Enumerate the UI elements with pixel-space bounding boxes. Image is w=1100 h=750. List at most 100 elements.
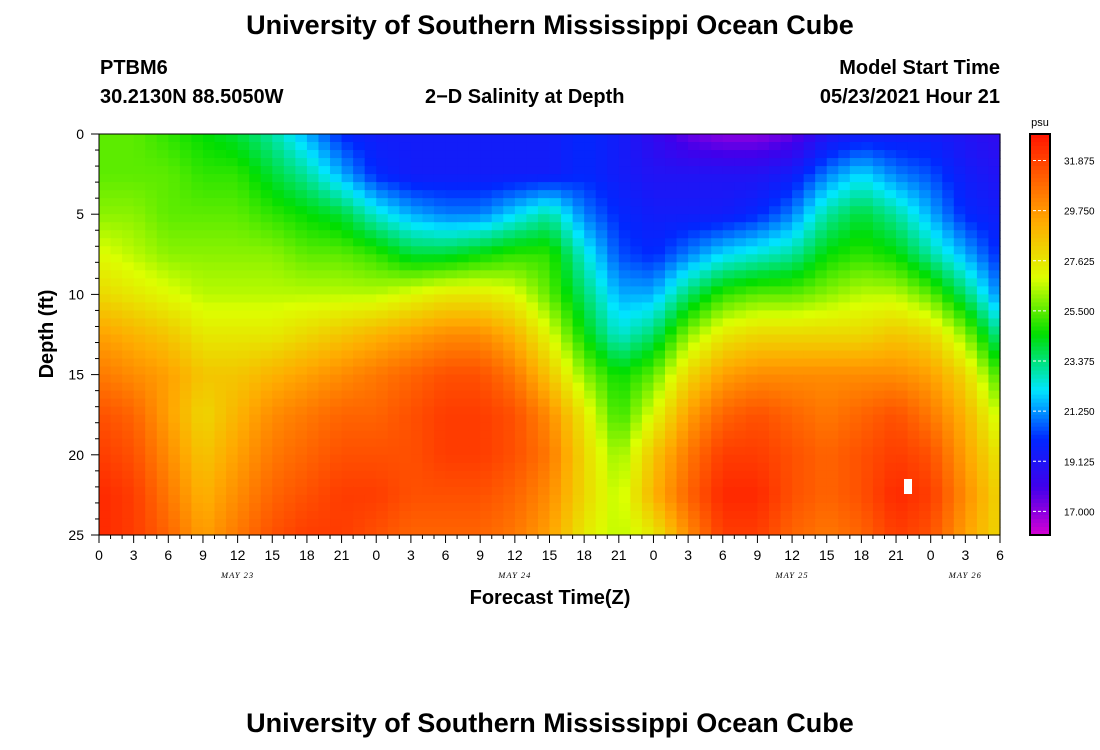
heatmap-cell [930, 142, 943, 151]
heatmap-cell [514, 134, 527, 143]
heatmap-cell [676, 526, 689, 536]
heatmap-cell [688, 422, 701, 432]
heatmap-cell [283, 270, 296, 279]
heatmap-cell [584, 366, 597, 376]
heatmap-cell [179, 302, 193, 312]
heatmap-cell [665, 438, 678, 448]
heatmap-cell [561, 270, 574, 279]
heatmap-cell [145, 230, 158, 239]
heatmap-cell [110, 238, 123, 247]
heatmap-cell [399, 382, 412, 392]
heatmap-cell [491, 358, 504, 368]
heatmap-cell [607, 166, 620, 175]
heatmap-cell [468, 470, 481, 480]
heatmap-cell [976, 262, 990, 271]
heatmap-cell [653, 158, 666, 167]
heatmap-cell [491, 142, 504, 151]
heatmap-cell [156, 174, 169, 183]
heatmap-cell [272, 398, 285, 408]
heatmap-cell [665, 382, 678, 392]
heatmap-cell [445, 342, 458, 352]
heatmap-cell [272, 278, 285, 287]
heatmap-cell [988, 198, 1001, 207]
heatmap-cell [803, 526, 816, 536]
heatmap-cell [399, 174, 412, 183]
heatmap-cell [457, 326, 470, 336]
heatmap-cell [168, 422, 181, 432]
heatmap-cell [907, 454, 920, 464]
heatmap-cell [815, 366, 828, 376]
heatmap-cell [849, 158, 862, 167]
heatmap-cell [110, 286, 123, 295]
heatmap-cell [907, 278, 920, 287]
heatmap-cell [99, 478, 112, 488]
heatmap-cell [630, 198, 643, 207]
heatmap-cell [561, 302, 574, 312]
heatmap-cell [179, 414, 193, 424]
heatmap-cell [976, 398, 990, 408]
colorbar-segment [1030, 322, 1050, 328]
heatmap-cell [110, 278, 123, 287]
heatmap-cell [572, 486, 585, 496]
heatmap-cell [792, 518, 805, 528]
x-tick-label: 21 [334, 547, 350, 563]
heatmap-cell [410, 150, 424, 159]
heatmap-cell [803, 510, 816, 520]
heatmap-cell [306, 494, 320, 504]
heatmap-cell [641, 142, 655, 151]
heatmap-cell [584, 518, 597, 528]
heatmap-cell [919, 174, 932, 183]
colorbar-segment [1030, 226, 1050, 231]
heatmap-cell [272, 214, 285, 223]
heatmap-cell [376, 278, 389, 287]
heatmap-cell [387, 214, 400, 223]
heatmap-cell [318, 454, 331, 464]
heatmap-cell [618, 246, 631, 255]
heatmap-cell [861, 198, 874, 207]
x-tick-label: 6 [442, 547, 450, 563]
heatmap-cell [295, 158, 308, 167]
heatmap-cell [688, 462, 701, 472]
heatmap-cell [988, 494, 1001, 504]
heatmap-cell [272, 382, 285, 392]
heatmap-cell [838, 342, 851, 352]
heatmap-cell [953, 470, 966, 480]
heatmap-cell [537, 454, 551, 464]
heatmap-cell [976, 278, 990, 287]
colorbar-segment [1030, 146, 1050, 151]
heatmap-cell [872, 174, 886, 183]
heatmap-cell [457, 342, 470, 352]
colorbar-segment [1030, 334, 1050, 340]
heatmap-cell [607, 134, 620, 143]
heatmap-cell [722, 150, 735, 159]
heatmap-cell [965, 238, 978, 247]
heatmap-cell [919, 350, 932, 360]
heatmap-cell [861, 190, 874, 199]
heatmap-cell [953, 190, 966, 199]
colorbar-segment [1030, 242, 1050, 247]
heatmap-cell [607, 206, 620, 215]
heatmap-cell [99, 206, 112, 215]
heatmap-cell [561, 134, 574, 143]
heatmap-cell [988, 206, 1001, 215]
heatmap-cell [214, 406, 227, 416]
heatmap-cell [537, 134, 551, 143]
heatmap-cell [942, 494, 955, 504]
heatmap-cell [433, 374, 447, 384]
heatmap-cell [780, 430, 793, 440]
heatmap-cell [711, 294, 724, 304]
heatmap-cell [595, 502, 608, 512]
heatmap-cell [179, 214, 193, 223]
heatmap-cell [341, 414, 354, 424]
heatmap-cell [757, 510, 770, 520]
heatmap-cell [156, 350, 169, 360]
heatmap-cell [272, 222, 285, 231]
heatmap-cell [353, 182, 366, 191]
heatmap-cell [965, 414, 978, 424]
heatmap-cell [156, 510, 169, 520]
heatmap-cell [249, 230, 262, 239]
heatmap-cell [815, 182, 828, 191]
colorbar-segment [1030, 238, 1050, 243]
heatmap-cell [514, 462, 527, 472]
masked-cell [904, 479, 912, 494]
